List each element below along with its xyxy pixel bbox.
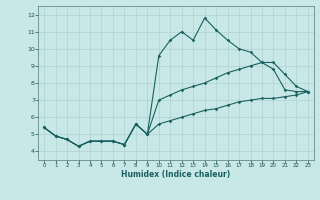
X-axis label: Humidex (Indice chaleur): Humidex (Indice chaleur) — [121, 170, 231, 179]
